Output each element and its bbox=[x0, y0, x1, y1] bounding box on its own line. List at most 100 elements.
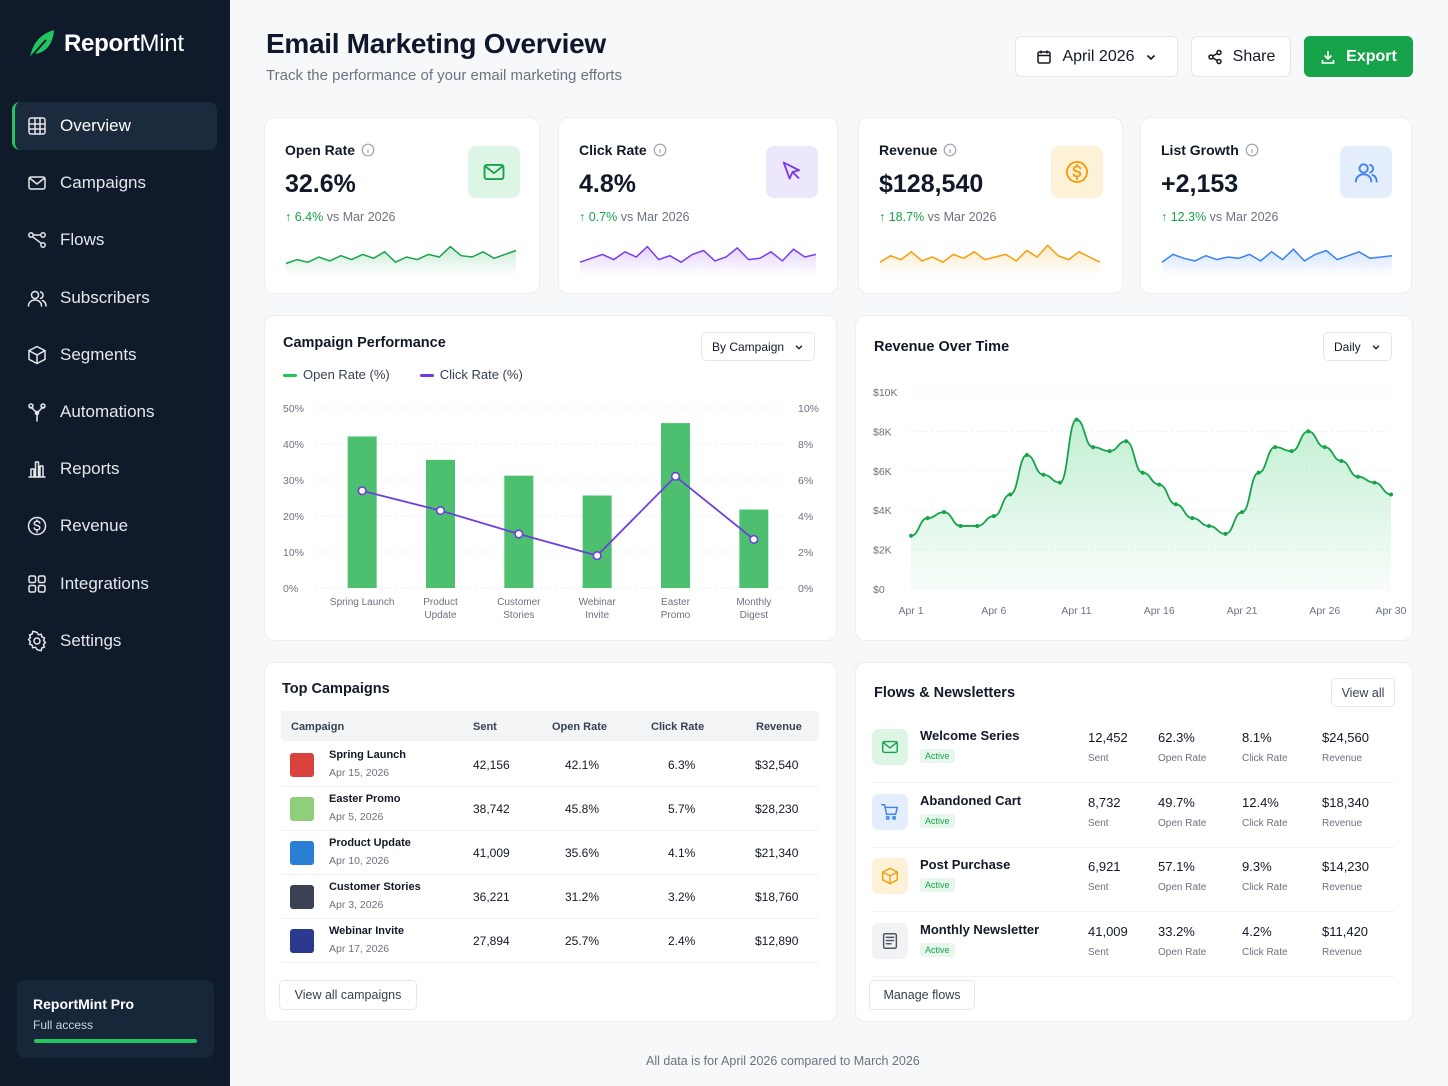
sidebar-item-segments[interactable]: Segments bbox=[12, 331, 217, 379]
plan-card[interactable]: ReportMint Pro Full access bbox=[17, 980, 214, 1058]
revenue-point[interactable] bbox=[1024, 453, 1029, 458]
table-row[interactable]: Spring Launch Apr 15, 2026 42,156 42.1% 6.3%… bbox=[281, 743, 819, 787]
revenue-point[interactable] bbox=[1008, 492, 1013, 497]
revenue-point[interactable] bbox=[1173, 502, 1178, 507]
revenue-point[interactable] bbox=[1041, 472, 1046, 477]
point-click-rate[interactable] bbox=[435, 505, 446, 516]
sidebar-item-revenue[interactable]: Revenue bbox=[12, 502, 217, 550]
table-row[interactable]: Webinar Invite Apr 17, 2026 27,894 25.7% 2.4… bbox=[281, 919, 819, 963]
top-campaigns-card: Top Campaigns Campaign Sent Open Rate Cl… bbox=[264, 662, 837, 1022]
point-click-rate[interactable] bbox=[670, 471, 681, 481]
revenue-point[interactable] bbox=[975, 523, 980, 528]
table-row[interactable]: Customer Stories Apr 3, 2026 36,221 31.2% 3.… bbox=[281, 875, 819, 919]
revenue-point[interactable] bbox=[1074, 417, 1079, 422]
kpi-card-revenue[interactable]: Revenue $128,540 ↑ 18.7% vs Mar 2026 bbox=[858, 117, 1123, 294]
app-logo[interactable]: ReportMint bbox=[26, 28, 184, 60]
revenue-point[interactable] bbox=[1273, 445, 1278, 450]
campaign-name[interactable]: Webinar Invite bbox=[329, 925, 404, 937]
revenue-point[interactable] bbox=[925, 516, 930, 521]
flow-row[interactable]: Abandoned Cart Active 8,732 Sent 49.7% Open R… bbox=[872, 784, 1394, 848]
revenue-point[interactable] bbox=[1223, 531, 1228, 536]
flow-row[interactable]: Monthly Newsletter Active 41,009 Sent 33.2% O… bbox=[872, 913, 1394, 977]
point-click-rate[interactable] bbox=[592, 551, 602, 561]
revenue-point[interactable] bbox=[1206, 523, 1211, 528]
column-header-click-rate[interactable]: Click Rate bbox=[651, 721, 705, 733]
info-icon[interactable] bbox=[943, 143, 957, 157]
campaign-click-rate: 6.3% bbox=[668, 758, 696, 772]
sidebar-item-settings[interactable]: Settings bbox=[12, 617, 217, 665]
column-header-campaign[interactable]: Campaign bbox=[291, 721, 345, 733]
campaign-open-rate: 42.1% bbox=[565, 758, 600, 772]
kpi-card-open-rate[interactable]: Open Rate 32.6% ↑ 6.4% vs Mar 2026 bbox=[264, 117, 540, 294]
column-header-open-rate[interactable]: Open Rate bbox=[552, 721, 608, 733]
revenue-point[interactable] bbox=[1140, 470, 1145, 475]
sidebar-item-subscribers[interactable]: Subscribers bbox=[12, 274, 217, 322]
column-header-sent[interactable]: Sent bbox=[473, 721, 497, 733]
flow-name[interactable]: Abandoned Cart bbox=[920, 792, 1022, 808]
revenue-point[interactable] bbox=[1240, 510, 1245, 515]
sidebar-item-flows[interactable]: Flows bbox=[12, 216, 217, 264]
kpi-card-click-rate[interactable]: Click Rate 4.8% ↑ 0.7% vs Mar 2026 bbox=[558, 117, 838, 294]
revenue-point[interactable] bbox=[1389, 492, 1393, 497]
view-all-flows-button[interactable]: View all bbox=[1331, 678, 1395, 707]
info-icon[interactable] bbox=[1245, 143, 1259, 157]
revenue-point[interactable] bbox=[991, 514, 996, 519]
legend-click-rate[interactable]: Click Rate (%) bbox=[419, 367, 523, 382]
point-click-rate[interactable] bbox=[514, 529, 524, 539]
revenue-point[interactable] bbox=[909, 533, 913, 538]
view-all-campaigns-button[interactable]: View all campaigns bbox=[279, 980, 417, 1010]
sidebar-item-automations[interactable]: Automations bbox=[12, 388, 217, 436]
info-icon[interactable] bbox=[653, 143, 667, 157]
revenue-granularity-select[interactable]: Daily bbox=[1323, 332, 1392, 361]
column-header-revenue[interactable]: Revenue bbox=[756, 721, 802, 733]
revenue-point[interactable] bbox=[1107, 449, 1112, 454]
flow-name[interactable]: Welcome Series bbox=[920, 728, 1020, 743]
revenue-point[interactable] bbox=[1057, 480, 1062, 485]
flow-row[interactable]: Post Purchase Active 6,921 Sent 57.1% Open Ra… bbox=[872, 848, 1394, 912]
flow-name[interactable]: Monthly Newsletter bbox=[920, 921, 1040, 937]
revenue-point[interactable] bbox=[1190, 516, 1195, 521]
sidebar-item-reports[interactable]: Reports bbox=[12, 445, 217, 493]
revenue-point[interactable] bbox=[1339, 458, 1344, 463]
revenue-point[interactable] bbox=[1355, 474, 1360, 479]
revenue-point[interactable] bbox=[1289, 449, 1294, 454]
campaign-name[interactable]: Product Update bbox=[329, 837, 411, 849]
export-button[interactable]: Export bbox=[1304, 36, 1413, 77]
campaign-filter-select[interactable]: By Campaign bbox=[701, 332, 816, 361]
bar-open-rate[interactable] bbox=[582, 495, 612, 588]
sidebar-item-integrations[interactable]: Integrations bbox=[12, 560, 217, 608]
revenue-point[interactable] bbox=[1372, 480, 1377, 485]
flow-icon-box bbox=[872, 793, 908, 830]
sidebar: ReportMint Overview Campaigns Flows Subscri… bbox=[0, 0, 230, 1086]
point-click-rate[interactable] bbox=[357, 486, 367, 496]
revenue-point[interactable] bbox=[1124, 439, 1129, 444]
table-row[interactable]: Product Update Apr 10, 2026 41,009 35.6% 4.1… bbox=[281, 831, 819, 875]
sidebar-item-campaigns[interactable]: Campaigns bbox=[12, 159, 217, 207]
flow-row[interactable]: Welcome Series Active 12,452 Sent 62.3% Open … bbox=[872, 719, 1394, 783]
manage-flows-button[interactable]: Manage flows bbox=[869, 980, 975, 1010]
kpi-card-list-growth[interactable]: List Growth +2,153 ↑ 12.3% vs Mar 2026 bbox=[1140, 117, 1412, 294]
sidebar-item-overview[interactable]: Overview bbox=[12, 102, 217, 150]
campaign-name[interactable]: Customer Stories bbox=[329, 881, 421, 893]
bar-open-rate[interactable] bbox=[661, 423, 690, 588]
bar-open-rate[interactable] bbox=[347, 436, 377, 588]
bar-open-rate[interactable] bbox=[739, 509, 769, 588]
revenue-point[interactable] bbox=[958, 523, 963, 528]
revenue-point[interactable] bbox=[1157, 482, 1162, 487]
legend-open-rate[interactable]: Open Rate (%) bbox=[283, 367, 390, 382]
revenue-point[interactable] bbox=[1091, 445, 1096, 450]
campaign-name[interactable]: Easter Promo bbox=[329, 793, 401, 805]
point-click-rate[interactable] bbox=[749, 534, 759, 544]
revenue-point[interactable] bbox=[942, 510, 947, 515]
revenue-point[interactable] bbox=[1322, 445, 1327, 450]
sidebar-item-label: Subscribers bbox=[60, 287, 150, 307]
flow-name[interactable]: Post Purchase bbox=[920, 857, 1011, 872]
table-row[interactable]: Easter Promo Apr 5, 2026 38,742 45.8% 5.7% $2… bbox=[281, 787, 819, 831]
share-button[interactable]: Share bbox=[1191, 36, 1291, 77]
campaign-name[interactable]: Spring Launch bbox=[329, 749, 406, 761]
info-icon[interactable] bbox=[361, 143, 375, 157]
revenue-point[interactable] bbox=[1306, 429, 1311, 434]
revenue-point[interactable] bbox=[1256, 470, 1261, 475]
bar-open-rate[interactable] bbox=[426, 459, 455, 588]
date-picker-button[interactable]: April 2026 bbox=[1015, 36, 1178, 77]
